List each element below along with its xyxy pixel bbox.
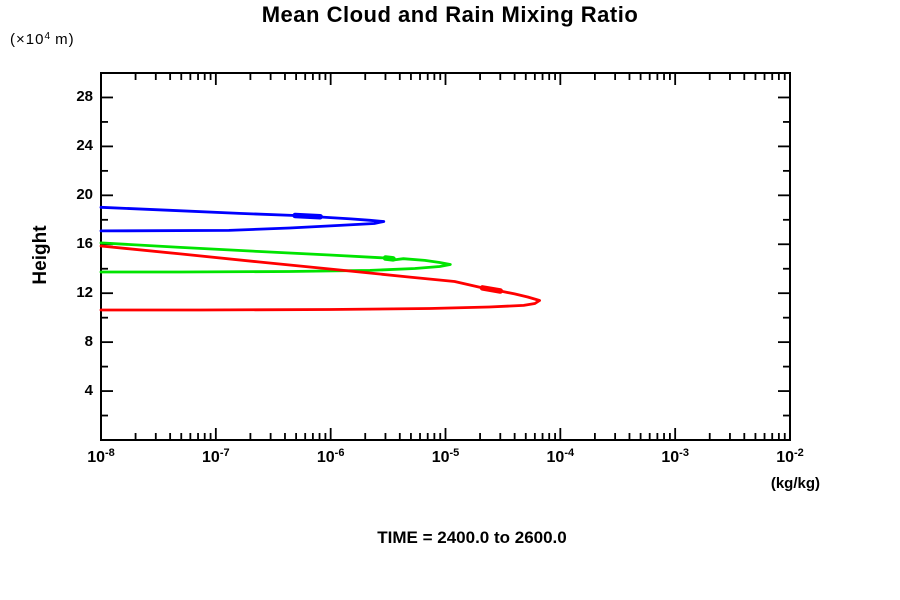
x-axis-unit-label: (kg/kg) — [770, 475, 820, 492]
red-profile-thick-segment — [479, 285, 504, 294]
blue-profile-thick-segment — [292, 212, 323, 220]
y-tick-label: 12 — [76, 284, 93, 302]
y-axis-unit-label: (×104 m) — [10, 31, 75, 48]
chart-title: Mean Cloud and Rain Mixing Ratio — [261, 2, 639, 27]
x-tick-base: 10 — [202, 449, 220, 466]
x-tick-label: 10-5 — [411, 447, 481, 467]
red-profile-curve — [99, 244, 541, 312]
x-tick-label: 10-6 — [296, 447, 366, 467]
x-tick-base: 10 — [546, 449, 565, 466]
x-tick-exponent: -3 — [679, 447, 689, 459]
y-tick-label: 20 — [76, 186, 93, 204]
x-tick-exponent: -4 — [564, 447, 575, 459]
x-tick-exponent: -5 — [449, 447, 460, 459]
y-unit-suffix: m) — [50, 31, 75, 48]
x-tick-base: 10 — [431, 449, 450, 466]
green-profile-thick-segment — [382, 255, 396, 262]
y-tick-label: 16 — [76, 235, 93, 253]
x-tick-base: 10 — [661, 449, 680, 466]
axis-ticks — [100, 73, 791, 440]
y-unit-prefix: (×10 — [10, 31, 45, 48]
x-tick-exponent: -7 — [219, 447, 230, 459]
x-tick-exponent: -8 — [105, 447, 115, 459]
x-tick-label: 10-2 — [755, 447, 825, 467]
x-tick-exponent: -6 — [334, 447, 345, 459]
y-tick-label: 28 — [76, 88, 93, 106]
data-curves — [99, 205, 541, 312]
x-tick-exponent: -2 — [794, 447, 804, 459]
y-tick-label: 4 — [84, 382, 93, 400]
x-tick-label: 10-3 — [640, 447, 710, 467]
x-tick-label: 10-8 — [66, 447, 136, 467]
blue-profile-curve — [99, 205, 386, 233]
green-profile-curve — [99, 241, 452, 274]
y-tick-label: 24 — [76, 137, 93, 155]
x-tick-label: 10-4 — [525, 447, 595, 467]
time-annotation: TIME = 2400.0 to 2600.0 — [377, 528, 567, 547]
x-tick-base: 10 — [776, 449, 794, 466]
y-unit-superscript: 4 — [44, 31, 51, 42]
x-tick-base: 10 — [87, 449, 105, 466]
x-tick-label: 10-7 — [181, 447, 251, 467]
x-tick-base: 10 — [316, 449, 335, 466]
y-tick-label: 8 — [84, 333, 93, 351]
